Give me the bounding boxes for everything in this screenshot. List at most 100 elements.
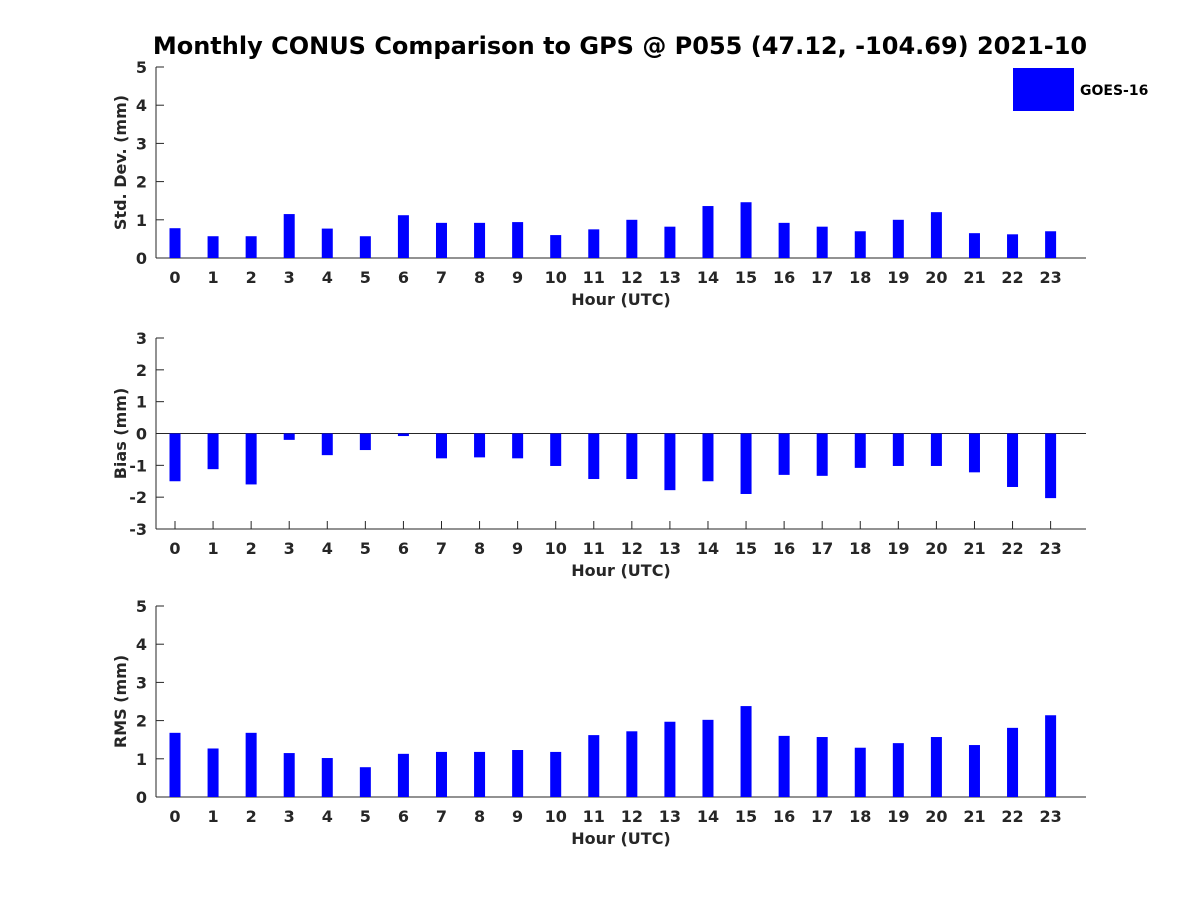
std-dev-bar [778,222,790,258]
rms-bar [816,737,828,797]
rms-bar [474,751,486,797]
bias-x-tick-label: 1 [207,539,218,558]
std-dev-bar [968,233,980,258]
rms-x-tick-label: 18 [849,807,871,826]
std-dev-bar [1007,234,1019,258]
bias-x-tick-label: 2 [246,539,257,558]
bias-bar [588,433,600,480]
std-dev-bar [359,236,371,258]
bias-x-axis-label: Hour (UTC) [571,561,671,580]
std-dev-bar [1045,231,1057,258]
bias-x-tick-label: 14 [697,539,719,558]
rms-x-tick-label: 19 [887,807,909,826]
bias-x-tick-label: 18 [849,539,871,558]
bias-bar [474,433,486,458]
rms-y-axis-label: RMS (mm) [111,655,130,748]
bias-y-tick-label: 0 [136,425,147,444]
rms-x-tick-label: 11 [583,807,605,826]
std-dev-y-tick-label: 0 [136,249,147,268]
std-dev-y-axis-label: Std. Dev. (mm) [111,95,130,230]
std-dev-bar [207,236,219,258]
std-dev-bar [512,222,524,258]
std-dev-x-tick-label: 13 [659,268,681,287]
rms-x-tick-label: 12 [621,807,643,826]
rms-x-tick-label: 23 [1039,807,1061,826]
std-dev-bar [816,226,828,258]
std-dev-x-tick-label: 14 [697,268,719,287]
bias-y-tick-label: 2 [136,361,147,380]
rms-y-tick-label: 5 [136,597,147,616]
rms-x-tick-label: 13 [659,807,681,826]
chart-title: Monthly CONUS Comparison to GPS @ P055 (… [153,32,1087,60]
rms-x-tick-label: 8 [474,807,485,826]
rms-x-tick-label: 3 [284,807,295,826]
rms-y-tick-label: 0 [136,788,147,807]
bias-bar [816,433,828,476]
bias-bar [664,433,676,491]
bias-x-tick-label: 0 [169,539,180,558]
bias-x-tick-label: 19 [887,539,909,558]
rms-bar [968,745,980,797]
std-dev-x-tick-label: 16 [773,268,795,287]
std-dev-x-tick-label: 3 [284,268,295,287]
bias-x-tick-label: 6 [398,539,409,558]
bias-bar [359,433,371,451]
bias-x-tick-label: 20 [925,539,947,558]
rms-bar [854,747,866,797]
rms-bar [702,719,714,797]
rms-bar [588,735,600,797]
rms-bar [397,753,409,797]
std-dev-x-tick-label: 20 [925,268,947,287]
rms-x-tick-label: 22 [1001,807,1023,826]
rms-y-tick-label: 2 [136,712,147,731]
bias-bar [892,433,904,466]
std-dev-y-tick-label: 5 [136,58,147,77]
rms-x-tick-label: 16 [773,807,795,826]
rms-y-tick-label: 3 [136,673,147,692]
rms-x-tick-label: 2 [246,807,257,826]
std-dev-x-tick-label: 17 [811,268,833,287]
bias-bar [397,433,409,437]
bias-bar [321,433,333,456]
std-dev-x-tick-label: 2 [246,268,257,287]
bias-y-tick-label: -1 [129,456,147,475]
rms-x-tick-label: 17 [811,807,833,826]
rms-bar [664,721,676,797]
std-dev-x-tick-label: 6 [398,268,409,287]
std-dev-x-tick-label: 4 [322,268,333,287]
rms-x-tick-label: 7 [436,807,447,826]
rms-bar [550,751,562,797]
bias-x-tick-label: 3 [284,539,295,558]
bias-x-tick-label: 15 [735,539,757,558]
rms-x-axis-label: Hour (UTC) [571,829,671,848]
rms-bar [892,743,904,797]
bias-bar [626,433,638,480]
rms-x-tick-label: 1 [207,807,218,826]
rms-bar [512,750,524,797]
legend-label: GOES-16 [1080,83,1148,99]
bias-bar [512,433,524,459]
std-dev-y-tick-label: 2 [136,173,147,192]
bias-bar [1007,433,1019,487]
bias-x-tick-label: 21 [963,539,985,558]
std-dev-bar [626,219,638,258]
std-dev-x-tick-label: 10 [545,268,567,287]
std-dev-bar [321,228,333,258]
std-dev-bar [588,229,600,258]
bias-bar [930,433,942,466]
rms-x-tick-label: 4 [322,807,333,826]
bias-y-tick-label: 1 [136,393,147,412]
bias-bar [169,433,181,482]
bias-x-tick-label: 9 [512,539,523,558]
bias-x-tick-label: 22 [1001,539,1023,558]
std-dev-x-tick-label: 0 [169,268,180,287]
std-dev-bar [397,215,409,258]
std-dev-bar [474,222,486,258]
std-dev-bar [854,231,866,258]
rms-bar [359,767,371,797]
rms-x-tick-label: 14 [697,807,719,826]
rms-x-tick-label: 20 [925,807,947,826]
bias-y-tick-label: 3 [136,329,147,348]
